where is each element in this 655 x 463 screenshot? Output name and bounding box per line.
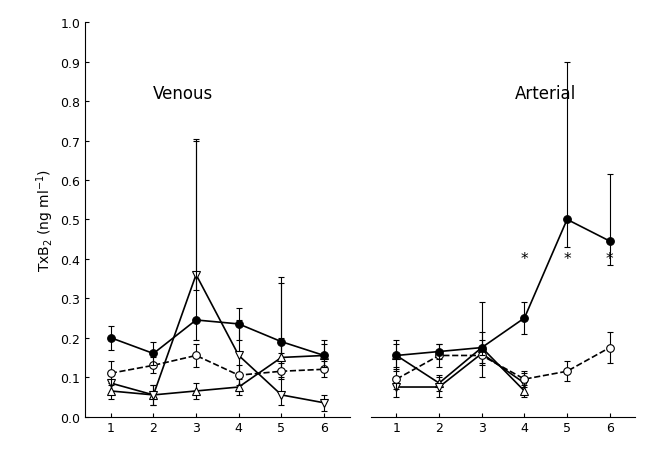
Text: *: * xyxy=(606,252,614,267)
Text: *: * xyxy=(521,252,528,267)
Text: Arterial: Arterial xyxy=(515,85,576,103)
Text: Venous: Venous xyxy=(153,85,214,103)
Y-axis label: TxB$_2$ (ng ml$^{-1}$): TxB$_2$ (ng ml$^{-1}$) xyxy=(35,169,56,271)
Text: *: * xyxy=(563,252,571,267)
